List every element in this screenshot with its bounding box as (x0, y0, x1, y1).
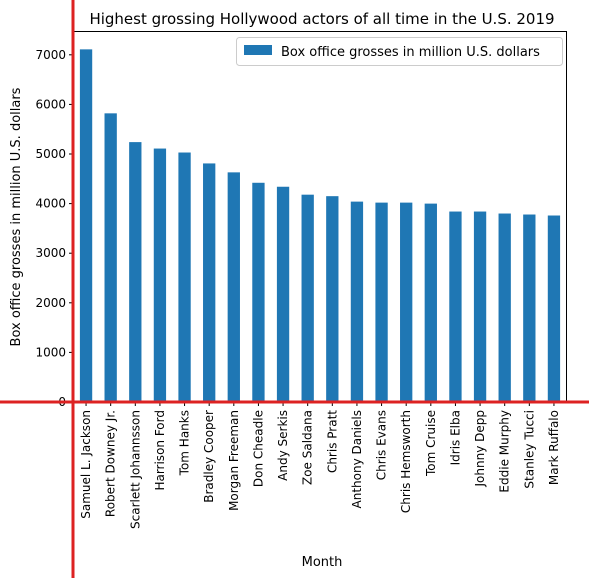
y-tick-label: 6000 (35, 97, 66, 111)
bar (350, 201, 364, 402)
bar (523, 214, 536, 402)
bar (449, 211, 462, 402)
x-tick-label: Samuel L. Jackson (79, 410, 93, 519)
legend: Box office grosses in million U.S. dolla… (236, 37, 563, 66)
bar (129, 142, 142, 403)
x-tick-label: Andy Serkis (276, 410, 290, 481)
x-axis-label: Month (302, 555, 343, 570)
bar (547, 215, 561, 402)
x-tick-label: Idris Elba (448, 410, 462, 465)
y-axis: 01000200030004000500060007000 (35, 48, 73, 409)
bars (79, 49, 561, 403)
legend-label: Box office grosses in million U.S. dolla… (281, 45, 540, 60)
y-tick-label: 7000 (35, 48, 66, 62)
bar (104, 113, 117, 402)
bar (178, 152, 191, 402)
bar (153, 148, 167, 402)
x-tick-label: Zoe Saldana (301, 410, 315, 485)
y-tick-label: 2000 (35, 296, 66, 310)
bar (203, 163, 216, 402)
plot-frame (72, 31, 567, 403)
x-tick-label: Chris Pratt (325, 410, 339, 473)
bar (326, 196, 339, 402)
bar (276, 186, 290, 402)
bar (79, 49, 93, 403)
x-tick-label: Tom Cruise (424, 410, 438, 477)
legend-box (236, 37, 563, 66)
x-tick-label: Stanley Tucci (522, 410, 536, 489)
bar (400, 202, 413, 402)
y-tick-label: 4000 (35, 197, 66, 211)
y-tick-label: 3000 (35, 246, 66, 260)
y-tick-label: 1000 (35, 345, 66, 359)
x-tick-label: Don Cheadle (251, 410, 265, 487)
bar (473, 211, 487, 402)
x-tick-label: Scarlett Johannsson (128, 410, 142, 529)
x-axis: Samuel L. Jackson Robert Downey Jr. Scarle… (79, 402, 561, 529)
bar (424, 203, 437, 402)
bar (498, 213, 511, 402)
x-tick-label: Chris Evans (375, 410, 389, 480)
x-tick-label: Bradley Cooper (202, 410, 216, 503)
x-tick-label: Chris Hemsworth (399, 410, 413, 513)
bar (252, 182, 265, 402)
x-tick-label: Harrison Ford (153, 410, 167, 491)
bar (301, 194, 314, 402)
x-tick-label: Eddie Murphy (498, 410, 512, 493)
x-tick-label: Mark Ruffalo (547, 410, 561, 485)
bar (227, 172, 240, 402)
x-tick-label: Tom Hanks (178, 410, 192, 476)
bar (375, 202, 388, 402)
x-tick-label: Morgan Freeman (227, 410, 241, 511)
y-axis-label: Box office grosses in million U.S. dolla… (9, 87, 24, 346)
chart-title: Highest grossing Hollywood actors of all… (89, 10, 554, 28)
x-tick-label: Johnny Depp (473, 410, 487, 487)
x-tick-label: Robert Downey Jr. (104, 410, 118, 517)
x-tick-label: Anthony Daniels (350, 410, 364, 509)
plot-area: 01000200030004000500060007000 Samuel L. … (35, 31, 567, 529)
legend-swatch (244, 45, 272, 55)
y-tick-label: 5000 (35, 147, 66, 161)
